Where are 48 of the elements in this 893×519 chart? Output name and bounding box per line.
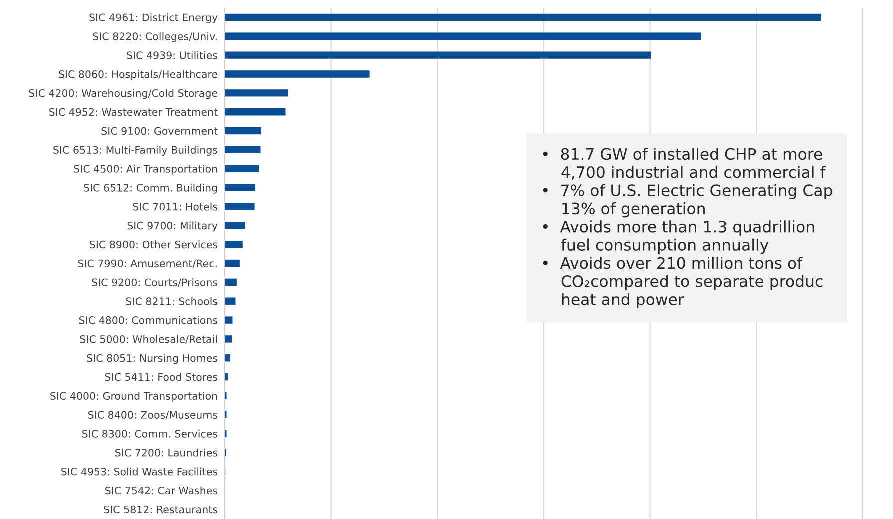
bar [225, 203, 255, 210]
bar [225, 90, 288, 97]
y-tick-label: SIC 4200: Warehousing/Cold Storage [29, 89, 218, 100]
bar [225, 52, 652, 59]
y-tick-label: SIC 8300: Comm. Services [82, 430, 218, 438]
y-tick-label: SIC 8060: Hospitals/Healthcare [59, 70, 218, 80]
bar [225, 373, 228, 381]
y-tick-label: SIC 4961: District Energy [90, 14, 218, 24]
y-tick-label: SIC 4939: Utilities [127, 51, 218, 60]
bar [225, 260, 240, 268]
y-tick-label: SIC 9200: Courts/Prisons [92, 278, 218, 288]
bar [225, 32, 702, 40]
bar [225, 336, 232, 343]
bar [225, 240, 243, 248]
y-tick-label: SIC 8400: Zoos/Museums [88, 411, 218, 420]
y-tick-label: SIC 4500: Air Transportation [74, 164, 218, 175]
bar [225, 298, 236, 305]
y-tick-label: SIC 4952: Wastewater Treatment [50, 108, 218, 116]
bar [225, 316, 233, 324]
y-tick-label: SIC 7990: Amusement/Rec. [78, 260, 217, 268]
bar [225, 108, 286, 116]
y-tick-label: SIC 4000: Ground Transportation [50, 392, 218, 402]
bar [225, 222, 246, 230]
bar [225, 14, 822, 22]
y-tick-label: SIC 8211: Schools [126, 297, 218, 306]
y-tick-label: SIC 4800: Communications [79, 316, 218, 324]
y-tick-label: SIC 8220: Colleges/Univ. [93, 32, 217, 42]
y-tick-label: SIC 7011: Hotels [133, 202, 218, 211]
bar [225, 184, 256, 192]
y-tick-label: SIC 6512: Comm. Building [84, 184, 218, 194]
bar [225, 127, 262, 135]
y-tick-label: SIC 9700: Military [128, 222, 218, 232]
bar [225, 354, 230, 362]
y-tick-label: SIC 5000: Wholesale/Retail [80, 335, 218, 344]
y-tick-label: SIC 9100: Government [102, 127, 218, 136]
bar [225, 146, 261, 154]
y-tick-label: SIC 4953: Solid Waste Facilites [62, 468, 218, 476]
y-tick-label: SIC 8051: Nursing Homes [87, 354, 218, 364]
y-tick-label: SIC 5812: Restaurants [104, 506, 218, 514]
text: • 81.7 GW of installed CHP at more 4,700 industrial and commercial f • 7% of U.S. Electric Generating Cap 13% of generation • Avoids more than 1.3 quadrillion fuel consumption annually • Avoids over 210 million tons of CO₂compared to separate produc heat and power [543, 148, 832, 309]
y-tick-label: SIC 7542: Car Washes [106, 486, 218, 495]
y-tick-label: SIC 5411: Food Stores [105, 373, 218, 382]
bar [225, 70, 370, 78]
y-tick-label: SIC 8900: Other Services [90, 240, 218, 249]
y-tick-label: SIC 6513: Multi-Family Buildings [54, 146, 218, 156]
y-tick-label: SIC 7200: Laundries [116, 448, 218, 457]
bar [225, 165, 259, 172]
bar [225, 278, 237, 286]
